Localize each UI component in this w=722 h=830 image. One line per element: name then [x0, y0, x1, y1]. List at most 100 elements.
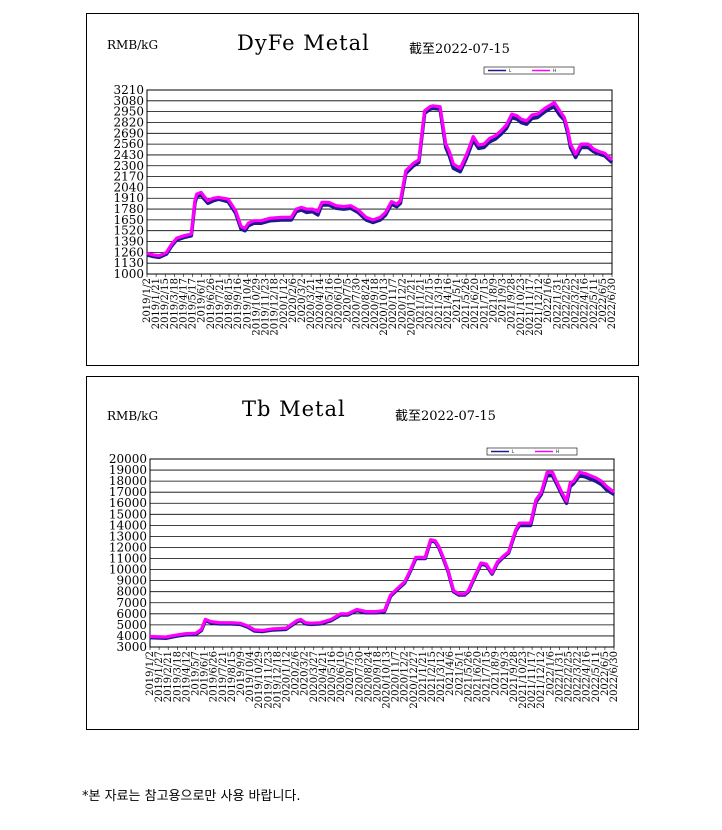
- x-tick-label: 2022/4/16: [582, 651, 593, 702]
- x-tick-label: 2019/3/18: [172, 651, 183, 702]
- x-tick-label: 2021/8/9: [488, 278, 499, 323]
- x-tick-label: 2020/12/27: [409, 651, 420, 709]
- y-tick-label: 2430: [113, 148, 144, 162]
- x-tick-label: 2020/4/14: [315, 278, 326, 329]
- x-tick-label: 2022/2/25: [564, 651, 575, 702]
- x-tick-label: 2022/3/22: [571, 278, 582, 329]
- unit-label: RMB/kG: [107, 409, 159, 423]
- unit-label: RMB/kG: [107, 38, 159, 52]
- x-tick-label: 2022/5/11: [591, 651, 602, 702]
- x-tick-label: 2020/2/6: [291, 651, 302, 696]
- x-tick-label: 2020/3/2: [297, 278, 308, 323]
- chart-title: DyFe Metal: [237, 31, 370, 55]
- y-tick-label: 2040: [113, 180, 144, 194]
- y-tick-label: 4000: [116, 629, 147, 643]
- y-tick-label: 2300: [113, 159, 144, 173]
- x-tick-label: 2020/7/5: [343, 278, 354, 323]
- y-tick-label: 14000: [109, 518, 147, 532]
- chart-title: Tb Metal: [242, 397, 346, 421]
- y-tick-label: 1910: [113, 191, 144, 205]
- x-tick-label: 2022/4/16: [580, 278, 591, 329]
- y-tick-label: 2690: [113, 126, 144, 140]
- legend-label: H: [556, 449, 559, 454]
- legend-label: H: [553, 68, 556, 73]
- x-tick-label: 2019/6/1: [200, 651, 211, 696]
- x-tick-label: 2019/1/27: [154, 651, 165, 702]
- x-tick-label: 2020/5/16: [324, 278, 335, 329]
- x-tick-label: 2020/11/7: [391, 651, 402, 702]
- x-tick-label: 2021/5/1: [454, 651, 465, 696]
- y-tick-label: 6000: [116, 607, 147, 621]
- x-tick-label: 2021/3/12: [436, 651, 447, 702]
- x-tick-label: 2019/11/23: [263, 651, 274, 709]
- y-tick-label: 3210: [113, 83, 144, 97]
- x-tick-label: 2021/11/17: [525, 278, 536, 336]
- y-tick-label: 20000: [109, 452, 147, 466]
- as-of-date: 截至2022-07-15: [395, 409, 496, 424]
- x-tick-label: 2022/6/30: [609, 651, 620, 702]
- x-tick-label: 2021/9/3: [498, 278, 509, 323]
- x-tick-label: 2019/10/29: [254, 651, 265, 709]
- x-tick-label: 2020/7/30: [352, 278, 363, 329]
- x-tick-label: 2019/12/18: [270, 278, 281, 336]
- x-tick-label: 2020/6/10: [336, 651, 347, 702]
- x-tick-label: 2022/5/11: [589, 278, 600, 329]
- x-tick-label: 2022/6/5: [600, 651, 611, 696]
- x-tick-label: 2021/2/15: [425, 278, 436, 329]
- y-tick-label: 1260: [113, 245, 144, 259]
- x-tick-label: 2020/1/12: [279, 278, 290, 329]
- series-line-h: [149, 470, 615, 639]
- y-tick-label: 8000: [116, 585, 147, 599]
- x-tick-label: 2021/3/19: [434, 278, 445, 329]
- tb-chart-panel: RMB/kG Tb Metal 截至2022-07-15 3000 4000 500…: [86, 376, 639, 730]
- x-tick-label: 2019/4/12: [181, 651, 192, 702]
- x-tick-label: 2021/12/12: [534, 278, 545, 336]
- x-tick-label: 2022/1/31: [552, 278, 563, 329]
- x-tick-label: 2021/6/20: [473, 651, 484, 702]
- x-tick-label: 2020/6/10: [333, 278, 344, 329]
- y-tick-label: 2950: [113, 105, 144, 119]
- x-tick-label: 2020/3/2: [300, 651, 311, 696]
- legend-label: L: [512, 449, 515, 454]
- x-tick-label: 2020/10/13: [379, 278, 390, 336]
- y-tick-label: 17000: [109, 485, 147, 499]
- x-tick-label: 2019/7/21: [215, 278, 226, 329]
- x-tick-label: 2019/8/15: [227, 651, 238, 702]
- x-tick-label: 2020/8/24: [363, 651, 374, 702]
- tb-chart: 3000400050006000700080009000100001100012…: [109, 447, 620, 709]
- x-tick-label: 2021/5/26: [461, 278, 472, 329]
- y-tick-label: 12000: [109, 540, 147, 554]
- y-tick-label: 1780: [113, 202, 144, 216]
- y-tick-label: 18000: [109, 474, 147, 488]
- y-tick-label: 16000: [109, 496, 147, 510]
- y-tick-label: 1520: [113, 224, 144, 238]
- x-tick-label: 2021/9/28: [509, 651, 520, 702]
- y-tick-label: 19000: [109, 463, 147, 477]
- x-tick-label: 2022/6/30: [607, 278, 618, 329]
- x-tick-label: 2020/5/16: [327, 651, 338, 702]
- y-tick-label: 1000: [113, 267, 144, 281]
- y-tick-label: 9000: [116, 574, 147, 588]
- x-tick-label: 2019/2/21: [163, 651, 174, 702]
- x-tick-label: 2021/5/26: [463, 651, 474, 702]
- x-tick-label: 2019/6/26: [206, 278, 217, 329]
- x-tick-label: 2020/9/18: [372, 651, 383, 702]
- y-tick-label: 1650: [113, 213, 144, 227]
- x-tick-label: 2022/1/31: [554, 651, 565, 702]
- y-tick-label: 2820: [113, 115, 144, 129]
- x-tick-label: 2019/5/7: [190, 651, 201, 696]
- x-tick-label: 2020/8/24: [361, 278, 372, 329]
- x-tick-label: 2019/5/17: [188, 278, 199, 329]
- x-tick-label: 2020/7/5: [345, 651, 356, 696]
- x-tick-label: 2019/6/26: [209, 651, 220, 702]
- x-tick-label: 2019/1/21: [151, 278, 162, 329]
- x-tick-label: 2019/8/15: [224, 278, 235, 329]
- x-tick-label: 2021/9/28: [507, 278, 518, 329]
- y-tick-label: 1130: [113, 256, 144, 270]
- x-tick-label: 2019/1/2: [145, 651, 156, 696]
- x-tick-label: 2021/4/6: [445, 651, 456, 696]
- x-tick-label: 2019/11/23: [261, 278, 272, 336]
- x-tick-label: 2019/10/4: [245, 651, 256, 702]
- as-of-date: 截至2022-07-15: [409, 42, 510, 57]
